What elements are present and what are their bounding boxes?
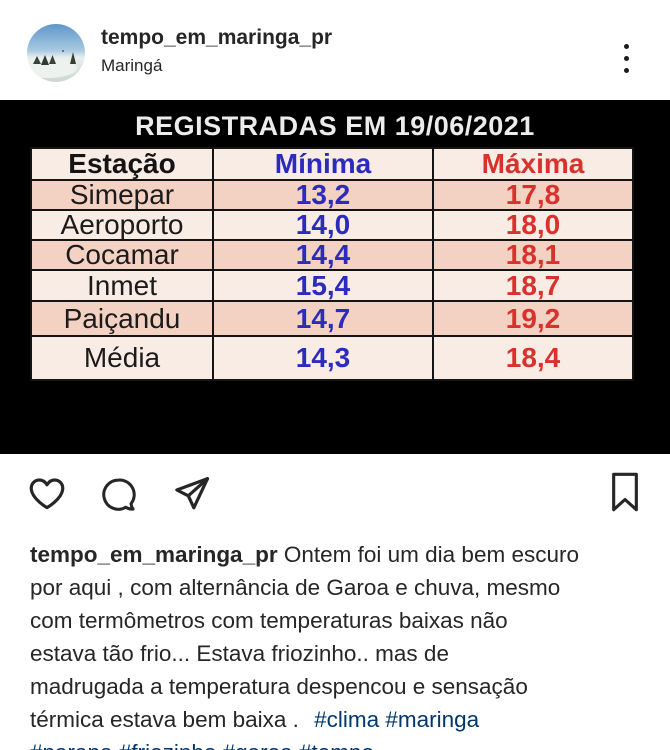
- kebab-dot: [623, 43, 629, 49]
- caption-text: térmica estava bem baixa .: [30, 707, 306, 732]
- table-row: Média 14,3 18,4: [30, 335, 634, 381]
- caption-partial-hashtags[interactable]: #parana #friozinho #garoa #tempo: [30, 740, 374, 750]
- table-row: Paiçandu 14,7 19,2: [30, 300, 634, 337]
- table-header-row: Estação Mínima Máxima: [30, 147, 634, 181]
- station-cell: Paiçandu: [30, 300, 214, 337]
- kebab-dot: [623, 67, 629, 73]
- station-cell: Média: [30, 335, 214, 381]
- station-cell: Simepar: [30, 179, 214, 211]
- temperature-table: Estação Mínima Máxima Simepar 13,2 17,8 …: [30, 147, 634, 381]
- table-row: Inmet 15,4 18,7: [30, 269, 634, 302]
- min-cell: 15,4: [212, 269, 434, 302]
- comment-button[interactable]: [100, 476, 138, 514]
- max-cell: 18,1: [432, 239, 634, 271]
- caption-partial-line: #parana #friozinho #garoa #tempo: [30, 736, 645, 750]
- header-max: Máxima: [432, 147, 634, 181]
- header-username[interactable]: tempo_em_maringa_pr: [101, 26, 333, 49]
- caption-username[interactable]: tempo_em_maringa_pr: [30, 542, 278, 567]
- table-row: Simepar 13,2 17,8: [30, 179, 634, 211]
- table-row: Aeroporto 14,0 18,0: [30, 209, 634, 241]
- caption-text: Ontem foi um dia bem escuro: [283, 542, 579, 567]
- max-cell: 17,8: [432, 179, 634, 211]
- table-row: Cocamar 14,4 18,1: [30, 239, 634, 271]
- post-image[interactable]: REGISTRADAS EM 19/06/2021 Estação Mínima…: [0, 100, 670, 454]
- min-cell: 14,4: [212, 239, 434, 271]
- min-cell: 14,7: [212, 300, 434, 337]
- min-cell: 14,0: [212, 209, 434, 241]
- image-title: REGISTRADAS EM 19/06/2021: [135, 111, 535, 141]
- caption-line: térmica estava bem baixa . #clima #marin…: [30, 703, 645, 736]
- save-button[interactable]: [608, 470, 642, 514]
- kebab-dot: [623, 55, 629, 61]
- header-min: Mínima: [212, 147, 434, 181]
- share-button[interactable]: [172, 474, 212, 514]
- caption: tempo_em_maringa_pr Ontem foi um dia bem…: [30, 538, 645, 750]
- caption-hashtags[interactable]: #clima #maringa: [314, 707, 480, 732]
- action-bar: [0, 454, 670, 534]
- caption-line: tempo_em_maringa_pr Ontem foi um dia bem…: [30, 538, 645, 571]
- comment-icon: [100, 476, 138, 514]
- bookmark-icon: [608, 470, 642, 514]
- station-cell: Aeroporto: [30, 209, 214, 241]
- post-header: tempo_em_maringa_pr Maringá: [0, 0, 670, 100]
- max-cell: 18,0: [432, 209, 634, 241]
- like-button[interactable]: [26, 474, 68, 514]
- min-cell: 13,2: [212, 179, 434, 211]
- avatar[interactable]: [27, 24, 85, 82]
- header-location[interactable]: Maringá: [101, 56, 163, 75]
- max-cell: 19,2: [432, 300, 634, 337]
- max-cell: 18,4: [432, 335, 634, 381]
- min-cell: 14,3: [212, 335, 434, 381]
- caption-line: madrugada a temperatura despencou e sens…: [30, 674, 528, 699]
- station-cell: Cocamar: [30, 239, 214, 271]
- heart-icon: [26, 474, 68, 514]
- avatar-photo: [27, 24, 85, 82]
- header-station: Estação: [30, 147, 214, 181]
- station-cell: Inmet: [30, 269, 214, 302]
- paper-plane-icon: [172, 474, 212, 514]
- more-options-button[interactable]: [614, 38, 638, 78]
- max-cell: 18,7: [432, 269, 634, 302]
- caption-line: com termômetros com temperaturas baixas …: [30, 608, 508, 633]
- caption-line: estava tão frio... Estava friozinho.. ma…: [30, 641, 449, 666]
- caption-line: por aqui , com alternância de Garoa e ch…: [30, 575, 561, 600]
